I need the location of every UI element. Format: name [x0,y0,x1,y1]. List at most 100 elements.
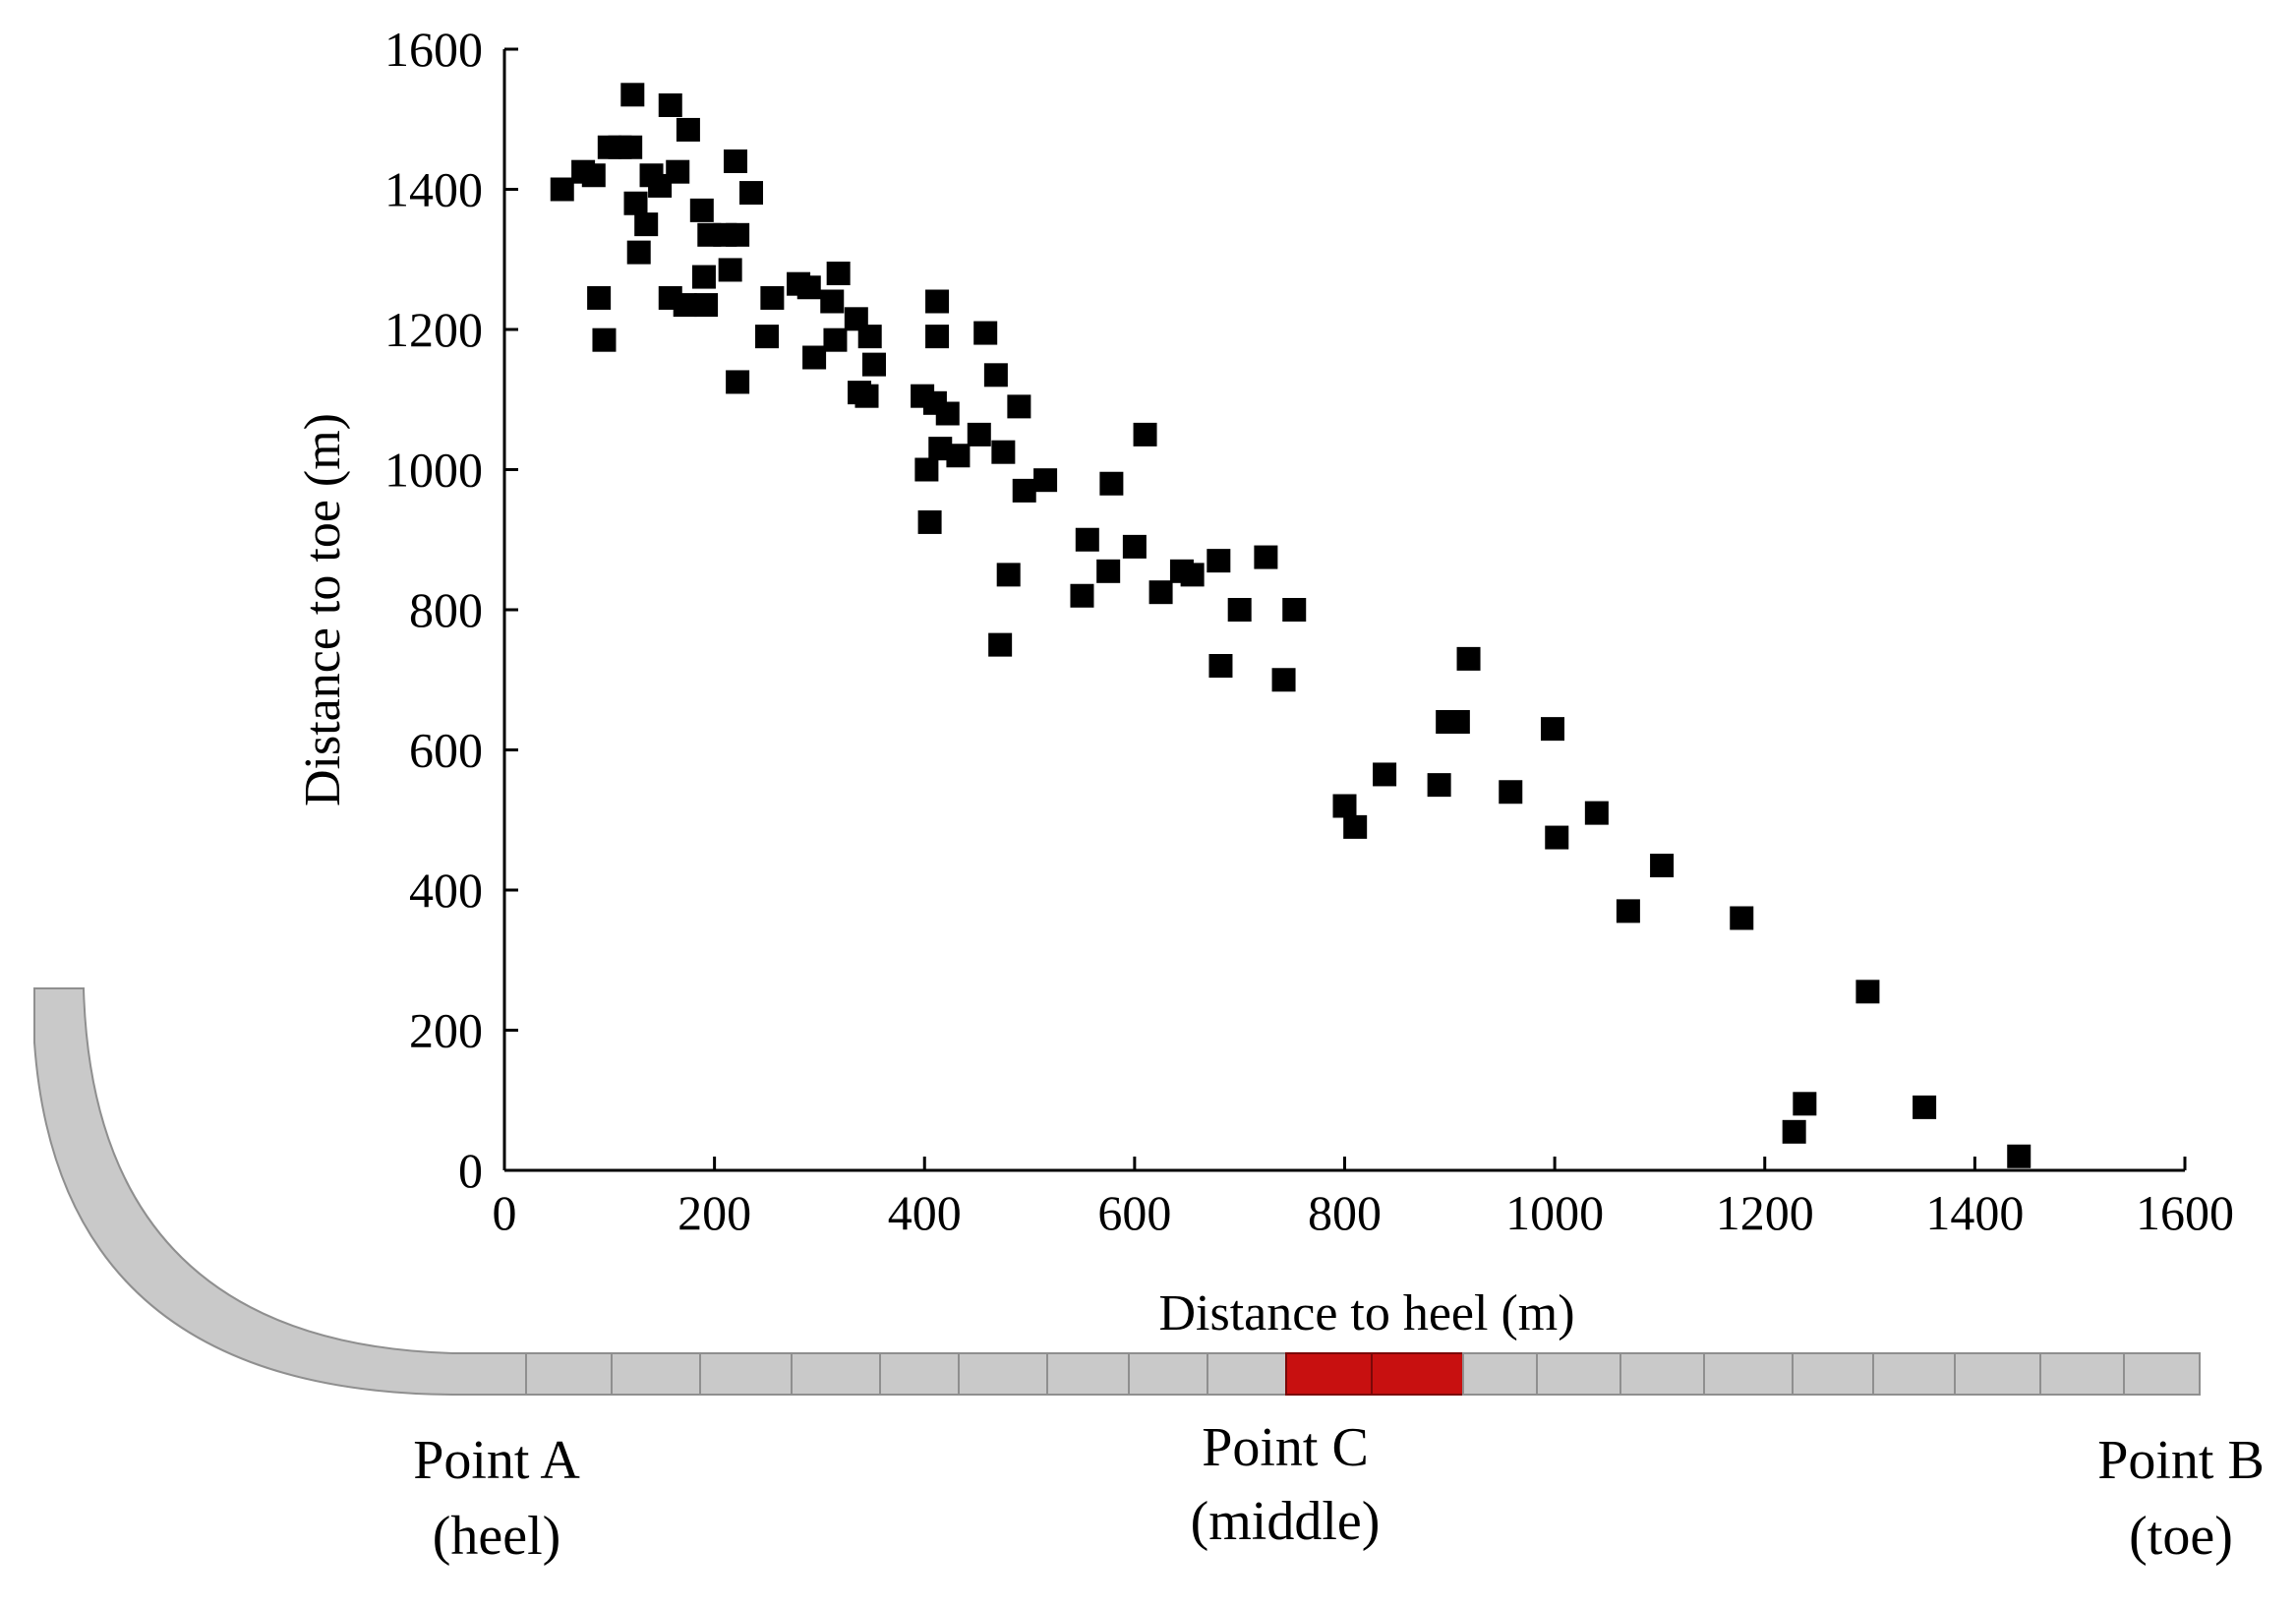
x-tick-label: 0 [493,1185,517,1240]
wellbore-segment [2039,1352,2125,1396]
data-point [1545,825,1569,850]
data-point [861,352,886,377]
point-a-label: Point A [413,1430,580,1491]
wellbore-segment [611,1352,701,1396]
data-point [991,440,1016,464]
data-point [673,293,697,318]
y-tick-label: 1000 [384,443,483,498]
wellbore-segment [525,1352,613,1396]
data-point [988,632,1013,657]
data-point [1343,814,1368,839]
x-ticks: 0 200 400 600 800 1000 1200 1400 1600 [493,1157,2234,1240]
data-point [592,328,617,352]
x-tick-label: 400 [888,1185,962,1240]
data-point [755,325,780,349]
wellbore-segment [1703,1352,1794,1396]
x-tick-label: 600 [1097,1185,1171,1240]
data-point [676,117,700,142]
data-point [718,258,742,282]
data-point [1540,717,1564,742]
data-point [1332,794,1357,818]
data-point [854,384,879,408]
x-tick-label: 1400 [1925,1185,2024,1240]
wellbore-segment-highlight [1285,1352,1373,1396]
point-a-sublabel: (heel) [433,1506,561,1567]
data-point [1070,583,1094,608]
data-point [1075,527,1099,552]
data-point [1227,598,1252,622]
wellbore-diagram [33,987,2201,1396]
wellbore-segment [1619,1352,1705,1396]
data-point [1208,654,1233,678]
data-point [1584,801,1609,825]
data-point [967,422,991,447]
x-tick-label: 1600 [2136,1185,2234,1240]
data-point [973,321,998,345]
data-point [1122,534,1147,559]
data-point [658,93,682,117]
data-point [581,163,606,188]
data-point [689,198,714,222]
wellbore-segments [525,1352,2201,1396]
data-point [996,563,1021,587]
data-point [620,83,645,107]
y-tick-label: 1400 [384,162,483,217]
data-point [935,401,960,426]
data-point [914,457,939,482]
data-point [1373,762,1397,787]
data-point [760,285,785,310]
wellbore-segment [1128,1352,1208,1396]
data-point [634,212,659,237]
data-point [1445,710,1470,734]
wellbore-segment [1462,1352,1538,1396]
x-tick-label: 800 [1308,1185,1382,1240]
data-point [823,328,848,352]
data-point [1499,780,1523,804]
data-point [726,370,750,394]
data-point [917,509,942,534]
wellbore-segment [2123,1352,2201,1396]
x-tick-label: 1000 [1505,1185,1604,1240]
wellbore-segment [1046,1352,1130,1396]
data-point [1913,1095,1937,1119]
wellbore-segment [1954,1352,2041,1396]
wellbore-segment [699,1352,793,1396]
y-tick-label: 200 [409,1003,483,1058]
point-b-sublabel: (toe) [2129,1506,2233,1567]
data-point [626,240,651,265]
data-point [2007,1144,2031,1168]
y-tick-label: 1200 [384,302,483,357]
data-point [983,363,1008,387]
x-axis-title: Distance to heel (m) [1158,1285,1574,1341]
data-point [623,191,648,215]
data-point [1207,549,1231,573]
data-point [550,177,574,202]
data-point [826,262,851,285]
data-point [691,265,716,289]
wellbore-segment [1792,1352,1874,1396]
wellbore-segment-highlight [1371,1352,1464,1396]
data-point [1180,563,1205,587]
data-point [857,325,882,349]
data-point [1650,854,1675,878]
data-point [587,285,612,310]
data-point [1730,906,1754,930]
point-c-label: Point C [1202,1417,1369,1478]
wellbore-segment [879,1352,960,1396]
data-point [820,289,845,314]
x-tick-label: 200 [677,1185,751,1240]
axes: 0 200 400 600 800 1000 1200 1400 1600 0 200 400 600… [384,22,2234,1240]
y-axis-title: Distance to toe (m) [295,413,351,806]
data-point [796,275,821,300]
data-point [1782,1119,1806,1144]
x-tick-label: 1200 [1716,1185,1814,1240]
data-point [1793,1092,1817,1116]
y-ticks: 0 200 400 600 800 1000 1200 1400 1600 [384,22,518,1198]
data-point [1007,394,1031,419]
data-point [726,222,750,247]
data-point [925,325,950,349]
data-point [1271,668,1296,692]
point-b-label: Point B [2097,1430,2265,1491]
data-point [1427,773,1451,798]
